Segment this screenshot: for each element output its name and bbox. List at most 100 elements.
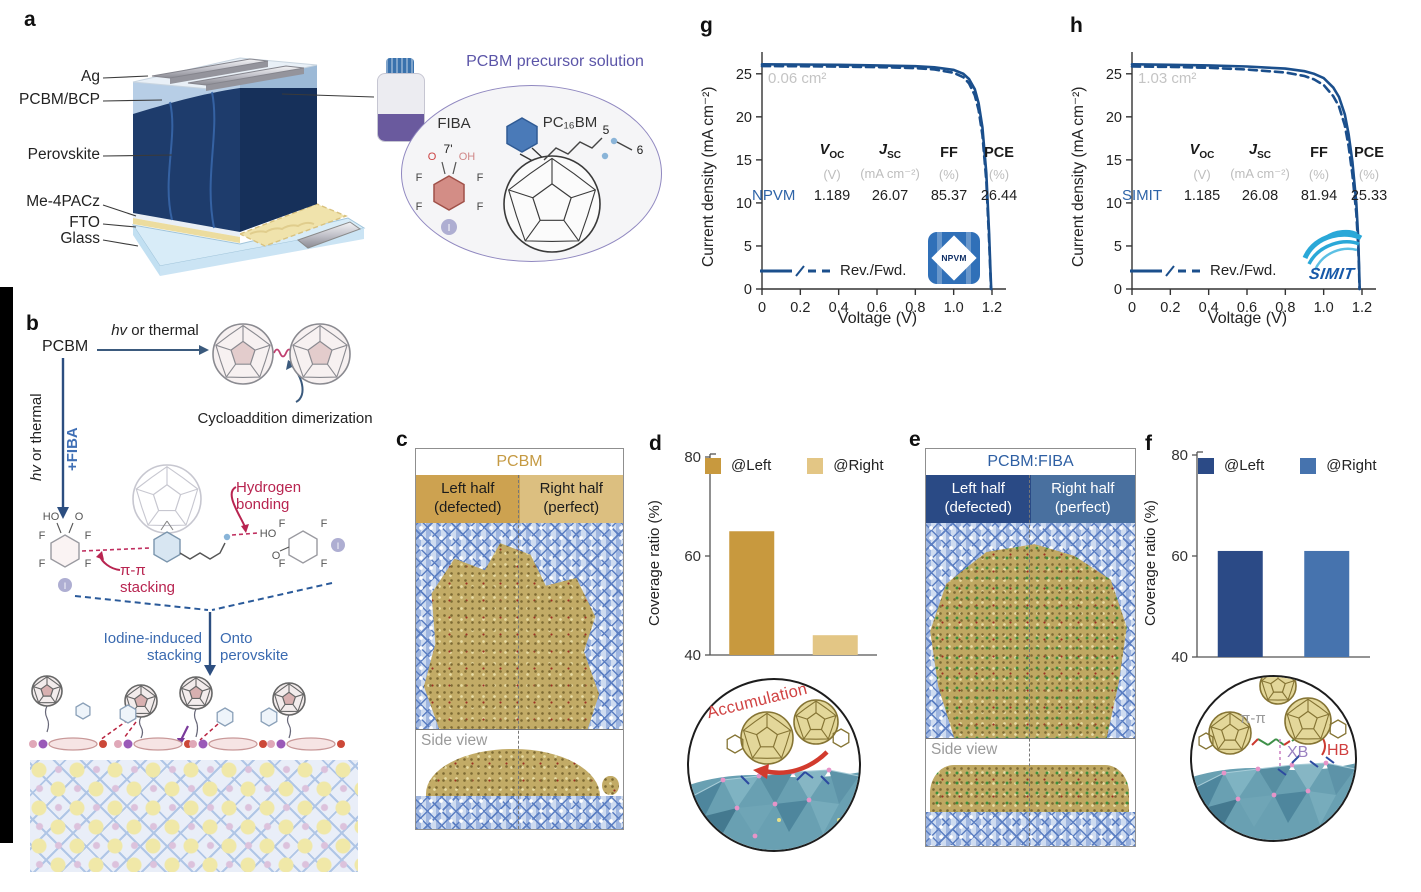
cycloaddition-label: Cycloaddition dimerization: [197, 410, 373, 427]
svg-text:0.4: 0.4: [829, 300, 849, 316]
panel-c-simulation: PCBM Left half (defected) Right half (perf…: [415, 448, 624, 830]
svg-text:80: 80: [684, 449, 701, 466]
hb-label: HB: [1327, 742, 1350, 759]
svg-text:15: 15: [1106, 153, 1122, 169]
f-bar-chart: 40 60 80: [1171, 447, 1370, 666]
ff-header: FF: [940, 144, 958, 161]
half-divider: [1029, 475, 1030, 846]
svg-text:F: F: [477, 201, 484, 213]
svg-text:0.6: 0.6: [867, 300, 887, 316]
g-x-axis-label: Voltage (V): [837, 310, 918, 327]
panel-h-letter: h: [1070, 14, 1083, 37]
svg-text:F: F: [321, 518, 328, 530]
layer-label-pcbm-bcp: PCBM/BCP: [19, 91, 100, 108]
d-legend-label-right: @Right: [833, 457, 884, 474]
left-half-header: Left half (defected): [416, 475, 520, 523]
position-5-label: 5: [603, 123, 610, 137]
svg-text:0.8: 0.8: [1275, 300, 1295, 316]
g-metrics-table: VOC JSC FF PCE (V) (mA cm⁻²) (%) (%) NPV…: [752, 142, 1024, 204]
panel-a-letter: a: [24, 8, 36, 31]
bonding-illustration: [1192, 677, 1355, 840]
pi-pi-label: π-π: [1240, 710, 1266, 727]
position-7-label: 7': [444, 142, 453, 156]
anchored-fullerenes-illustration: [29, 675, 345, 751]
layer-label-perovskite: Perovskite: [27, 146, 100, 163]
svg-text:80: 80: [1171, 447, 1188, 464]
g-area-label: 0.06 cm²: [768, 70, 827, 87]
g-scan-legend-label: Rev./Fwd.: [840, 262, 907, 279]
svg-text:OH: OH: [459, 151, 476, 163]
right-half-header: Right half (perfect): [1030, 475, 1135, 523]
layer-label-me4pacz: Me-4PACz: [26, 193, 100, 210]
svg-text:F: F: [321, 558, 328, 570]
svg-text:5: 5: [1114, 239, 1122, 255]
g-ff-value: 85.37: [930, 187, 968, 204]
accumulation-illustration: [689, 699, 859, 850]
svg-text:O: O: [75, 511, 84, 523]
svg-text:10: 10: [736, 196, 752, 212]
h-jsc-value: 26.08: [1241, 187, 1279, 204]
svg-text:0.6: 0.6: [1237, 300, 1257, 316]
fiba-ring: [433, 175, 465, 211]
d-inset-circle: [687, 678, 861, 852]
h-y-axis-label: Current density (mA cm⁻²): [1070, 86, 1087, 268]
rev-fwd-line-icon: [760, 264, 832, 277]
phenyl-ring: [506, 117, 538, 153]
svg-text:40: 40: [684, 647, 701, 664]
arrow-down-icon: [57, 358, 69, 519]
sim-title-pcbm-fiba: PCBM:FIBA: [987, 453, 1074, 470]
svg-text:F: F: [279, 518, 286, 530]
svg-text:F: F: [416, 201, 423, 213]
panel-e-letter: e: [909, 428, 921, 451]
voc-header: VOC: [819, 142, 845, 161]
f-legend: @Left @Right: [1198, 457, 1377, 474]
jsc-header: JSC: [879, 142, 901, 161]
d-legend: @Left @Right: [705, 457, 884, 474]
position-6-label: 6: [637, 143, 644, 157]
pce-header: PCE: [1354, 144, 1384, 161]
npvm-logo-icon: NPVM: [928, 232, 980, 284]
voc-header: VOC: [1189, 142, 1215, 161]
g-jsc-value: 26.07: [871, 187, 909, 204]
left-edge-black-bar: [0, 287, 13, 843]
fiba-label: FIBA: [437, 115, 470, 132]
pcbm-reactant-label: PCBM: [42, 338, 89, 355]
svg-text:0.8: 0.8: [905, 300, 925, 316]
svg-text:0.2: 0.2: [790, 300, 810, 316]
side-view-label: Side view: [931, 741, 998, 758]
g-jv-chart: 0 5 10 15 20 25 0 0.2 0.4 0.6 0.8 1.0 1.2: [736, 52, 1006, 316]
precursor-molecules-illustration: FIBA PC₁₆BM O OH 7' F F F F I: [416, 114, 644, 253]
sim-title-pcbm: PCBM: [496, 453, 543, 470]
svg-text:15: 15: [736, 153, 752, 169]
h-scan-legend: Rev./Fwd.: [1128, 262, 1276, 279]
d-bar-chart: 40 60 80: [684, 449, 877, 664]
top-view-simulation: [926, 523, 1135, 738]
h-x-axis-label: Voltage (V): [1207, 310, 1288, 327]
f-legend-swatch-left: [1198, 457, 1214, 474]
pcbm-label: PC₁₆BM: [543, 114, 597, 131]
pce-header: PCE: [984, 144, 1014, 161]
half-divider: [518, 475, 519, 829]
h-ff-value: 81.94: [1300, 187, 1338, 204]
left-half-header: Left half (defected): [926, 475, 1031, 523]
svg-text:F: F: [39, 558, 46, 570]
g-y-axis-label: Current density (mA cm⁻²): [700, 86, 717, 268]
h-voc-value: 1.185: [1183, 187, 1221, 204]
hv-thermal-label-top: hv or thermal: [111, 322, 199, 339]
perovskite-lattice-illustration: [30, 760, 358, 872]
svg-text:I: I: [64, 581, 67, 591]
rev-fwd-line-icon: [1130, 264, 1202, 277]
g-scan-legend: Rev./Fwd.: [758, 262, 906, 279]
jsc-header: JSC: [1249, 142, 1271, 161]
svg-text:F: F: [85, 558, 92, 570]
hydrogen-bonding-label: Hydrogen bonding: [236, 479, 302, 513]
f-inset-circle: [1190, 675, 1357, 842]
f-legend-swatch-right: [1300, 457, 1317, 474]
convergence-arrows: [74, 582, 333, 676]
h-area-label: 1.03 cm²: [1138, 70, 1197, 87]
svg-text:I: I: [337, 541, 340, 551]
svg-text:1.2: 1.2: [1352, 300, 1372, 316]
svg-text:0: 0: [744, 282, 752, 298]
svg-text:0: 0: [758, 300, 766, 316]
